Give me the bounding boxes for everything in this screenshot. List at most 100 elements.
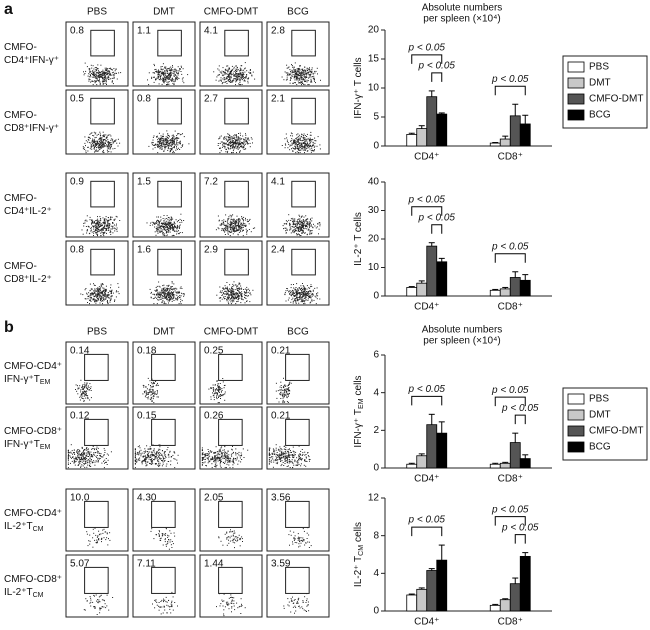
event-dot bbox=[166, 230, 168, 232]
event-dot bbox=[289, 223, 291, 225]
event-dot bbox=[90, 388, 92, 389]
event-dot bbox=[224, 393, 226, 395]
event-dot bbox=[293, 68, 295, 70]
event-dot bbox=[290, 301, 292, 303]
event-dot bbox=[168, 299, 170, 301]
event-dot bbox=[220, 141, 222, 143]
event-dot bbox=[303, 71, 305, 73]
row-label-text: CD4⁺IFN-γ⁺ bbox=[4, 55, 59, 66]
event-dot bbox=[172, 295, 174, 297]
event-dot bbox=[96, 288, 98, 290]
event-dot bbox=[301, 228, 302, 230]
plot-frame bbox=[132, 406, 196, 470]
event-dot bbox=[81, 393, 83, 395]
event-dot bbox=[164, 290, 166, 292]
event-dot bbox=[91, 462, 93, 464]
event-dot bbox=[90, 75, 91, 76]
event-dot bbox=[235, 140, 236, 142]
event-dot bbox=[304, 220, 306, 222]
event-dot bbox=[237, 288, 239, 289]
event-dot bbox=[291, 299, 293, 301]
event-dot bbox=[304, 222, 306, 224]
event-dot bbox=[110, 291, 112, 293]
event-dot bbox=[281, 387, 283, 389]
event-dot bbox=[112, 142, 114, 144]
event-dot bbox=[173, 287, 175, 289]
event-dot bbox=[165, 78, 167, 80]
event-dot bbox=[238, 73, 240, 75]
event-dot bbox=[155, 381, 157, 382]
event-dot bbox=[110, 295, 112, 297]
event-dot bbox=[174, 71, 176, 73]
event-dot bbox=[109, 290, 111, 292]
event-dot bbox=[101, 74, 103, 76]
event-dot bbox=[219, 152, 221, 154]
event-dot bbox=[249, 146, 251, 148]
event-dot bbox=[219, 224, 221, 226]
event-dot bbox=[82, 395, 84, 397]
event-dot bbox=[174, 290, 176, 292]
event-dot bbox=[283, 389, 285, 391]
plot-frame bbox=[65, 172, 129, 238]
event-dot bbox=[93, 460, 95, 462]
event-dot bbox=[90, 230, 92, 232]
event-dot bbox=[163, 220, 165, 222]
event-dot bbox=[101, 71, 103, 72]
event-dot bbox=[245, 148, 247, 150]
event-dot bbox=[165, 226, 167, 228]
event-dot bbox=[154, 458, 156, 460]
event-dot bbox=[293, 300, 295, 302]
event-dot bbox=[306, 224, 308, 226]
event-dot bbox=[176, 291, 178, 293]
event-dot bbox=[297, 148, 299, 150]
event-dot bbox=[309, 287, 311, 289]
event-dot bbox=[140, 455, 142, 457]
event-dot bbox=[96, 226, 98, 228]
event-dot bbox=[109, 71, 111, 73]
event-dot bbox=[298, 143, 300, 145]
event-dot bbox=[232, 227, 234, 229]
event-dot bbox=[239, 295, 241, 297]
event-dot bbox=[297, 147, 299, 149]
event-dot bbox=[167, 231, 169, 233]
event-dot bbox=[148, 389, 150, 391]
event-dot bbox=[246, 231, 248, 233]
event-dot bbox=[237, 219, 239, 221]
event-dot bbox=[223, 228, 225, 230]
event-dot bbox=[164, 143, 166, 145]
event-dot bbox=[308, 223, 310, 225]
event-dot bbox=[301, 216, 303, 218]
event-dot bbox=[183, 220, 185, 221]
event-dot bbox=[89, 68, 91, 70]
event-dot bbox=[311, 300, 313, 302]
event-dot bbox=[284, 396, 285, 398]
event-dot bbox=[313, 299, 315, 301]
event-dot bbox=[312, 142, 314, 144]
plot-frame bbox=[266, 21, 330, 87]
event-dot bbox=[159, 297, 161, 299]
event-dot bbox=[295, 76, 297, 77]
event-dot bbox=[106, 300, 108, 302]
event-dot bbox=[296, 299, 298, 300]
event-dot bbox=[89, 464, 90, 466]
event-dot bbox=[100, 295, 102, 297]
event-dot bbox=[162, 145, 164, 147]
event-dot bbox=[114, 224, 115, 226]
event-dot bbox=[210, 398, 212, 400]
event-dot bbox=[86, 382, 88, 384]
event-dot bbox=[93, 131, 95, 133]
event-dot bbox=[298, 231, 300, 232]
gate-percentage: 0.12 bbox=[70, 411, 90, 422]
event-dot bbox=[177, 77, 179, 79]
event-dot bbox=[96, 221, 98, 223]
event-dot bbox=[109, 134, 111, 136]
event-dot bbox=[300, 145, 302, 147]
event-dot bbox=[221, 388, 223, 390]
event-dot bbox=[182, 293, 184, 295]
event-dot bbox=[227, 139, 229, 141]
event-dot bbox=[169, 297, 171, 299]
event-dot bbox=[301, 291, 303, 293]
event-dot bbox=[295, 301, 297, 303]
event-dot bbox=[246, 230, 248, 231]
event-dot bbox=[168, 223, 170, 225]
